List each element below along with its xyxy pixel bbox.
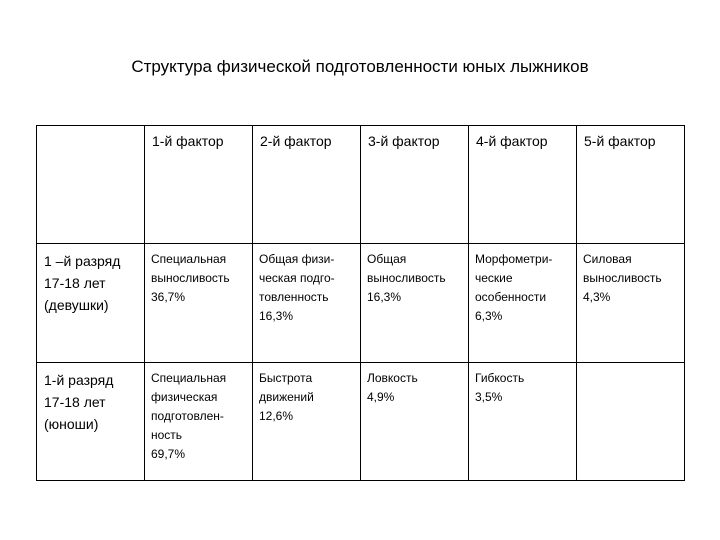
cell-line: движений [259, 389, 314, 404]
row-label-line: 17-18 лет [44, 393, 106, 410]
cell-line: 4,3% [583, 290, 611, 305]
row-label-line: (юноши) [44, 415, 99, 432]
cell-line: товленность [259, 290, 329, 305]
cell-line: 3,5% [475, 389, 503, 404]
cell-line: 4,9% [367, 389, 395, 404]
cell-line: ческая подго- [259, 271, 335, 286]
factor-table: 1-й фактор 2-й фактор 3-й фактор 4-й фак… [36, 124, 685, 482]
cell-line: Общая физи- [259, 252, 335, 267]
table-row-girls: 1 –й разряд 17-18 лет (девушки) Специаль… [36, 243, 685, 363]
cell-line: особенности [475, 290, 547, 305]
cell-line: Общая [367, 252, 407, 267]
cell-line: Морфометри- [475, 252, 553, 267]
cell-line: выносливость [367, 271, 446, 286]
cell-girls-factor-4: Морфометри- ческие особенности 6,3% [468, 243, 577, 363]
row-label-line: 1-й разряд [44, 371, 114, 388]
cell-line: выносливость [151, 271, 230, 286]
cell-girls-factor-1: Специальная выносливость 36,7% [144, 243, 253, 363]
cell-line: 69,7% [151, 446, 186, 461]
cell-line: 36,7% [151, 290, 186, 305]
header-row: 1-й фактор 2-й фактор 3-й фактор 4-й фак… [36, 124, 685, 245]
cell-line: ческие [475, 271, 513, 286]
cell-boys-factor-1: Специальная физическая подготовлен- ност… [144, 361, 253, 482]
row-label-girls: 1 –й разряд 17-18 лет (девушки) [36, 243, 145, 363]
cell-line: Специальная [151, 370, 227, 385]
cell-line: Быстрота [259, 370, 313, 385]
page-title: Структура физической подготовленности юн… [131, 57, 589, 76]
header-factor-5: 5-й фактор [576, 124, 685, 245]
cell-line: ность [151, 427, 183, 442]
row-label-line: 17-18 лет [44, 275, 106, 292]
cell-line: Ловкость [367, 370, 418, 385]
cell-line: 16,3% [367, 290, 402, 305]
cell-line: физическая [151, 389, 218, 404]
cell-girls-factor-5: Силовая выносливость 4,3% [576, 243, 685, 363]
header-empty-cell [36, 124, 145, 245]
cell-line: 12,6% [259, 408, 294, 423]
cell-girls-factor-3: Общая выносливость 16,3% [360, 243, 469, 363]
row-label-line: 1 –й разряд [44, 253, 121, 270]
table-row-boys: 1-й разряд 17-18 лет (юноши) Специальная… [36, 361, 685, 482]
cell-line: выносливость [583, 271, 662, 286]
cell-line: Гибкость [475, 370, 525, 385]
header-factor-4: 4-й фактор [468, 124, 577, 245]
cell-boys-factor-5-empty [576, 361, 685, 482]
cell-girls-factor-2: Общая физи- ческая подго- товленность 16… [252, 243, 361, 363]
cell-line: Специальная [151, 252, 227, 267]
cell-line: 16,3% [259, 309, 294, 324]
cell-line: 6,3% [475, 309, 503, 324]
cell-line: подготовлен- [151, 408, 224, 423]
cell-boys-factor-4: Гибкость 3,5% [468, 361, 577, 482]
cell-line: Силовая [583, 252, 632, 267]
cell-boys-factor-2: Быстрота движений 12,6% [252, 361, 361, 482]
row-label-boys: 1-й разряд 17-18 лет (юноши) [36, 361, 145, 482]
header-factor-3: 3-й фактор [360, 124, 469, 245]
cell-boys-factor-3: Ловкость 4,9% [360, 361, 469, 482]
row-label-line: (девушки) [44, 297, 109, 314]
header-factor-1: 1-й фактор [144, 124, 253, 245]
header-factor-2: 2-й фактор [252, 124, 361, 245]
